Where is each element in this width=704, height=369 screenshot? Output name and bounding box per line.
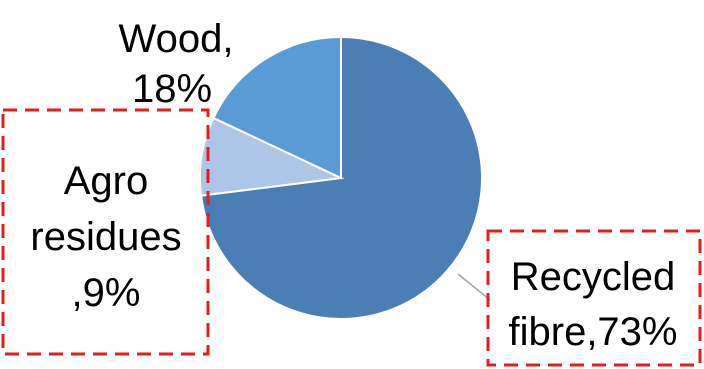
agro-residues-label-line3: ,9% [72,271,141,315]
wood-label-line2: 18% [132,67,212,111]
agro-residues-label-line1: Agro [64,159,149,203]
recycled-fibre-label-line1: Recycled [511,255,676,299]
agro-residues-callout-box [1,108,210,356]
wood-label-line1: Wood, [119,17,234,61]
recycled-fibre-label-line2: fibre,73% [509,310,678,354]
agro-residues-label-line2: residues [30,215,181,259]
recycled-fibre-leader-line [457,273,491,301]
recycled-fibre-callout-box [486,229,702,367]
agro-residues-slice [199,116,345,197]
wood-slice [212,35,342,180]
pie-slices [199,35,483,320]
